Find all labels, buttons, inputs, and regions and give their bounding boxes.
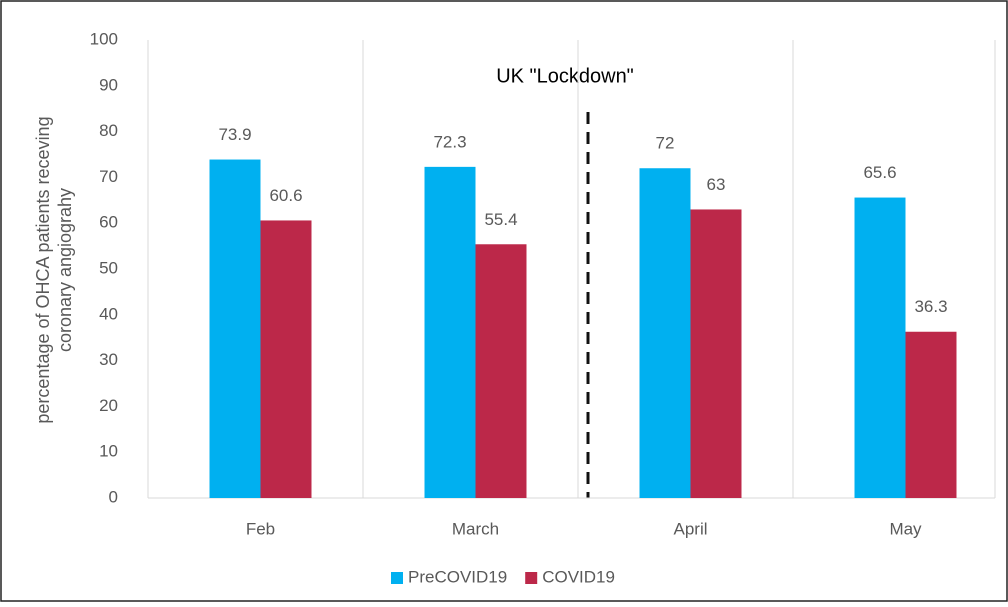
bar <box>424 166 476 498</box>
y-tick-label: 40 <box>99 304 118 323</box>
y-tick-label: 100 <box>90 29 118 48</box>
y-tick-label: 80 <box>99 121 118 140</box>
data-label: 72 <box>656 134 675 153</box>
x-tick-label: March <box>452 519 499 538</box>
data-label: 60.6 <box>269 186 302 205</box>
x-tick-label: Feb <box>246 519 275 538</box>
data-label: 36.3 <box>914 297 947 316</box>
bar <box>260 220 312 498</box>
legend-swatch <box>525 572 538 584</box>
y-tick-label: 0 <box>109 487 118 506</box>
y-tick-label: 10 <box>99 442 118 461</box>
y-tick-label: 60 <box>99 213 118 232</box>
annotation: UK "Lockdown" <box>496 65 634 87</box>
y-tick-label: 90 <box>99 75 118 94</box>
y-tick-label: 70 <box>99 167 118 186</box>
bar <box>639 168 691 499</box>
legend-swatch <box>391 572 403 584</box>
y-axis-title: percentage of OHCA patients receving cor… <box>33 116 75 423</box>
legend-label: PreCOVID19 <box>408 567 507 586</box>
bar <box>690 209 742 498</box>
data-label: 63 <box>707 175 726 194</box>
x-tick-label: May <box>889 519 922 538</box>
data-label: 65.6 <box>863 163 896 182</box>
data-label: 73.9 <box>218 125 251 144</box>
y-tick-label: 30 <box>99 350 118 369</box>
y-tick-label: 20 <box>99 396 118 415</box>
data-label: 55.4 <box>484 210 517 229</box>
x-tick-label: April <box>673 519 707 538</box>
y-axis-title-line: percentage of OHCA patients receving <box>33 116 53 423</box>
legend-label: COVID19 <box>542 567 615 586</box>
bar <box>854 197 906 498</box>
y-axis-title-line: coronary angiograhy <box>55 188 75 352</box>
y-tick-label: 50 <box>99 258 118 277</box>
bar <box>475 244 527 498</box>
bar <box>905 331 957 498</box>
data-label: 72.3 <box>433 132 466 151</box>
bar <box>209 159 261 498</box>
